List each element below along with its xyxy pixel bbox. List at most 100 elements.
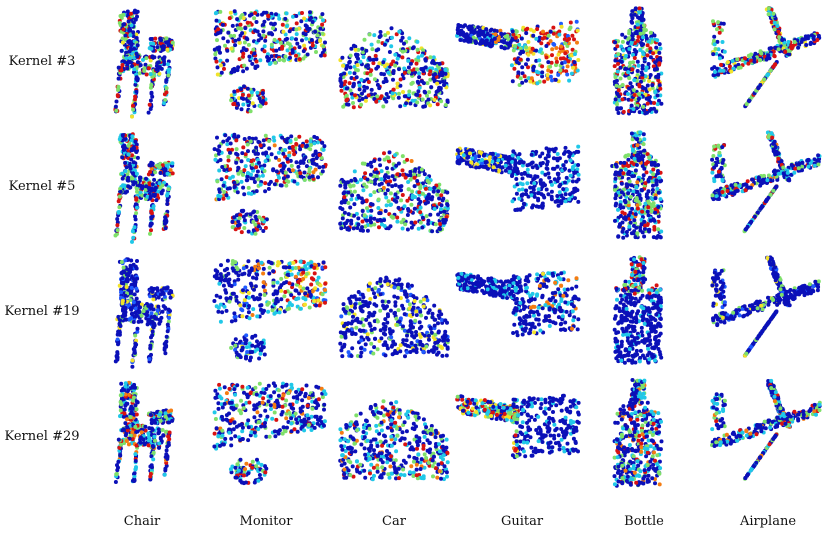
point — [364, 218, 369, 223]
point — [803, 36, 808, 41]
point — [254, 165, 259, 170]
point — [140, 186, 145, 191]
point — [567, 27, 572, 32]
point — [432, 207, 437, 211]
point — [164, 163, 169, 168]
point — [233, 43, 238, 48]
point — [461, 30, 466, 35]
point — [147, 102, 152, 107]
point — [120, 155, 125, 160]
point — [484, 27, 489, 32]
point — [658, 86, 663, 91]
point — [645, 53, 650, 58]
point — [297, 45, 302, 50]
point — [507, 169, 512, 174]
point — [746, 61, 751, 66]
point — [386, 30, 390, 35]
point — [658, 93, 663, 98]
point — [151, 204, 156, 209]
point — [379, 94, 384, 99]
point — [442, 83, 446, 87]
point — [315, 136, 319, 140]
point — [410, 195, 415, 200]
point — [251, 47, 256, 52]
point — [212, 147, 217, 152]
point — [573, 196, 577, 201]
point — [505, 41, 510, 46]
point — [786, 40, 791, 44]
point — [532, 176, 537, 181]
point — [290, 168, 295, 173]
point — [438, 222, 443, 226]
point — [227, 186, 232, 191]
point — [619, 44, 624, 49]
point — [440, 198, 445, 203]
point — [235, 88, 240, 93]
point — [272, 37, 277, 42]
point — [616, 52, 621, 57]
point — [528, 49, 533, 54]
point — [497, 163, 502, 168]
point — [236, 26, 241, 31]
point — [371, 57, 376, 62]
point — [384, 203, 389, 208]
point — [355, 68, 360, 73]
point — [543, 156, 548, 161]
point — [372, 159, 377, 163]
point — [649, 107, 654, 111]
point — [618, 65, 623, 70]
point — [349, 178, 354, 183]
point — [157, 165, 162, 170]
chair-kernel-1-point-cloud — [113, 132, 175, 244]
point — [339, 200, 344, 205]
point — [440, 189, 445, 194]
point — [159, 38, 164, 43]
point — [766, 72, 771, 77]
point — [520, 80, 525, 85]
point — [114, 108, 119, 113]
point — [364, 48, 369, 53]
point — [133, 97, 137, 102]
point — [640, 75, 645, 80]
point — [353, 93, 357, 98]
point — [534, 48, 539, 53]
point — [265, 154, 270, 159]
point — [635, 137, 639, 142]
point — [473, 39, 478, 44]
row-label-kernel-3: Kernel #3 — [8, 54, 76, 69]
point — [322, 53, 327, 58]
point — [290, 48, 295, 53]
point — [248, 212, 253, 217]
point — [311, 153, 316, 158]
point — [517, 83, 522, 87]
point — [391, 71, 396, 76]
point — [430, 229, 435, 234]
point — [343, 79, 348, 84]
point — [265, 55, 270, 59]
point — [342, 195, 347, 200]
point — [126, 143, 131, 148]
point — [320, 169, 325, 174]
point — [294, 53, 298, 58]
point — [721, 21, 726, 26]
point — [771, 49, 776, 54]
point — [383, 33, 388, 38]
point — [150, 94, 155, 99]
point — [615, 69, 620, 74]
point — [271, 26, 275, 31]
point — [236, 37, 241, 42]
point — [274, 12, 278, 17]
point — [256, 224, 261, 229]
point — [348, 205, 353, 210]
point — [284, 183, 289, 188]
point — [135, 60, 140, 65]
point — [288, 138, 293, 143]
point — [385, 188, 390, 193]
point — [776, 47, 781, 52]
point — [546, 68, 551, 73]
point — [377, 157, 382, 162]
point — [642, 226, 647, 231]
point — [245, 86, 250, 91]
point — [477, 150, 482, 154]
point — [376, 206, 381, 210]
